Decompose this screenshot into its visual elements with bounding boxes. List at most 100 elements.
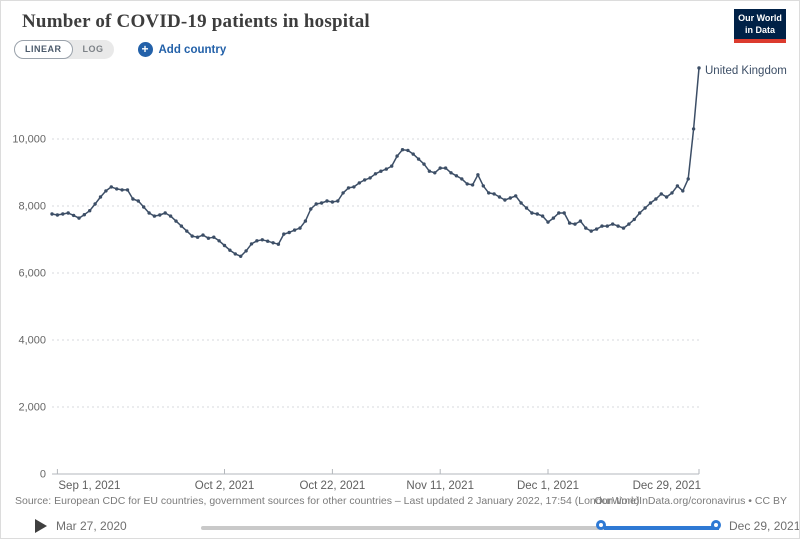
data-point bbox=[530, 211, 534, 215]
data-point bbox=[255, 239, 259, 243]
data-point bbox=[487, 191, 491, 195]
data-point bbox=[239, 254, 243, 258]
timeline-handle-start[interactable] bbox=[596, 520, 606, 530]
data-point bbox=[319, 201, 324, 205]
data-point bbox=[82, 213, 87, 217]
data-point bbox=[206, 236, 211, 240]
data-point bbox=[675, 184, 680, 188]
log-scale-button[interactable]: LOG bbox=[82, 44, 104, 54]
data-point bbox=[120, 188, 124, 192]
page-title: Number of COVID-19 patients in hospital bbox=[22, 11, 370, 32]
data-point bbox=[697, 66, 701, 70]
data-point bbox=[298, 226, 302, 230]
data-point bbox=[131, 197, 135, 201]
data-point bbox=[562, 211, 566, 215]
data-point bbox=[546, 220, 550, 224]
add-country-label: Add country bbox=[158, 43, 227, 56]
data-point bbox=[147, 211, 151, 215]
y-tick-label: 0 bbox=[40, 469, 46, 481]
data-point bbox=[519, 201, 523, 205]
data-point bbox=[524, 206, 529, 210]
y-tick-label: 4,000 bbox=[18, 335, 46, 347]
owid-logo[interactable]: Our World in Data bbox=[734, 9, 786, 44]
data-point bbox=[427, 169, 432, 173]
data-point bbox=[578, 219, 583, 223]
data-point bbox=[535, 212, 539, 216]
timeline-track[interactable] bbox=[201, 520, 721, 530]
data-point bbox=[363, 178, 367, 182]
timeline-end-date: Dec 29, 2021 bbox=[729, 519, 800, 533]
data-point bbox=[411, 152, 415, 156]
timeline-active-range bbox=[604, 526, 719, 530]
attribution-link[interactable]: OurWorldInData.org/coronavirus • CC BY bbox=[594, 495, 787, 507]
data-point bbox=[422, 162, 426, 166]
timeline-bar: Mar 27, 2020 Dec 29, 2021 bbox=[1, 513, 800, 538]
add-country-button[interactable]: + Add country bbox=[137, 42, 227, 57]
x-tick-label: Sep 1, 2021 bbox=[58, 480, 120, 492]
data-point bbox=[438, 166, 442, 170]
data-point bbox=[481, 184, 485, 188]
data-point bbox=[282, 232, 286, 236]
data-point bbox=[66, 211, 70, 215]
series-label: United Kingdom bbox=[705, 65, 787, 77]
plus-icon: + bbox=[137, 42, 153, 57]
x-tick-label: Oct 2, 2021 bbox=[195, 480, 254, 492]
data-point bbox=[551, 216, 556, 220]
source-note: Source: European CDC for EU countries, g… bbox=[15, 495, 640, 507]
data-point bbox=[605, 224, 609, 228]
data-point bbox=[611, 222, 615, 226]
data-point bbox=[50, 212, 54, 216]
data-point bbox=[222, 243, 227, 248]
data-point bbox=[567, 221, 572, 225]
data-point bbox=[589, 229, 593, 233]
data-point bbox=[98, 195, 103, 199]
data-point bbox=[266, 239, 270, 243]
data-point bbox=[416, 157, 421, 161]
owid-logo-line2: in Data bbox=[744, 24, 775, 35]
play-button[interactable] bbox=[35, 519, 47, 533]
data-point bbox=[465, 182, 469, 186]
data-point bbox=[621, 226, 626, 230]
data-point bbox=[152, 214, 157, 218]
data-point bbox=[659, 192, 663, 196]
data-point bbox=[691, 127, 696, 131]
data-point bbox=[168, 214, 173, 218]
owid-logo-line1: Our World bbox=[738, 13, 782, 23]
y-tick-label: 6,000 bbox=[18, 268, 46, 280]
data-point bbox=[212, 235, 216, 239]
data-point bbox=[109, 185, 114, 189]
data-point bbox=[670, 191, 674, 195]
data-point bbox=[368, 176, 372, 180]
data-point bbox=[228, 248, 232, 252]
y-tick-label: 10,000 bbox=[12, 134, 46, 146]
data-point bbox=[336, 199, 340, 203]
data-point bbox=[443, 166, 448, 170]
data-point bbox=[158, 213, 162, 217]
data-point bbox=[449, 171, 453, 175]
data-point bbox=[271, 241, 275, 245]
data-point bbox=[497, 195, 502, 199]
y-tick-label: 2,000 bbox=[18, 402, 46, 414]
data-point bbox=[276, 242, 281, 246]
linear-scale-button[interactable]: LINEAR bbox=[14, 40, 73, 59]
data-point bbox=[174, 219, 178, 223]
data-point bbox=[406, 148, 410, 153]
data-point bbox=[201, 233, 205, 237]
data-point bbox=[433, 171, 437, 175]
data-point bbox=[384, 167, 388, 171]
timeline-handle-end[interactable] bbox=[711, 520, 721, 530]
data-point bbox=[643, 206, 647, 210]
data-point bbox=[287, 230, 291, 235]
data-point bbox=[400, 148, 405, 152]
data-point bbox=[71, 213, 76, 218]
data-point bbox=[357, 181, 361, 185]
data-point bbox=[195, 235, 200, 239]
data-point bbox=[627, 222, 631, 226]
data-point bbox=[125, 188, 130, 192]
data-point bbox=[233, 252, 237, 256]
data-point bbox=[648, 201, 653, 205]
data-point bbox=[55, 213, 60, 217]
data-point bbox=[314, 202, 318, 206]
data-point bbox=[260, 238, 264, 242]
